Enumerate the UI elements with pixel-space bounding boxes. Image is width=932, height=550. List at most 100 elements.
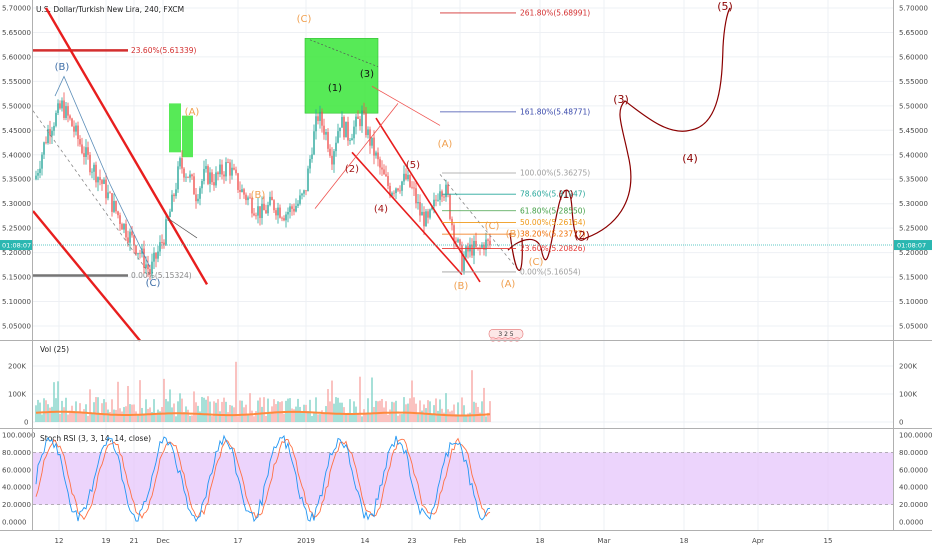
candle-body [301,193,303,196]
candle-body [439,191,441,200]
x-tick-label: 18 [680,537,689,545]
candle-body [427,211,429,218]
candle-body [115,200,117,212]
candle-body [285,214,287,221]
volume-bar [351,414,353,422]
volume-bar [489,401,491,422]
candle-body [397,188,399,191]
volume-bar [323,412,325,422]
volume-bar [187,409,189,422]
volume-bar [89,389,91,422]
volume-bar [237,416,239,422]
candle-body [423,211,425,227]
candle-body [89,154,91,173]
y-tick-label-right: 5.05000 [899,323,928,331]
candle-body [293,208,295,212]
fib-left-label: 0.00%(5.15324) [131,271,192,280]
volume-bar [225,401,227,422]
candle-body [373,137,375,156]
volume-bar [73,410,75,422]
candle-body [189,174,191,178]
volume-bar [41,414,43,422]
highlight-box [304,38,379,114]
stoch-d-line [35,437,491,521]
candle-body [345,121,347,138]
wave-labels: (B) (C) (A) (B) (C) (1) (3) (2) (4) (5) (A) (C) (B) (… [55,0,733,292]
candle-body [475,240,477,248]
volume-bar [341,402,343,422]
volume-bar [59,413,61,422]
volume-bar [97,397,99,422]
candle-body [39,168,41,173]
volume-bar [443,412,445,422]
volume-bar [269,413,271,422]
candle-body [259,206,261,219]
stoch-tick-left: 20.0000 [2,501,31,509]
volume-bar [91,412,93,422]
candle-body [81,144,83,154]
stoch-k-line [35,434,491,523]
volume-bar [209,401,211,422]
candle-body [459,239,461,246]
y-tick-label-right: 5.70000 [899,5,928,13]
candle-body [87,147,89,155]
chart-title: U.S. Dollar/Turkish New Lira, 240, FXCM [36,5,184,14]
volume-bar [227,412,229,422]
volume-bar [465,415,467,422]
volume-bar [107,409,109,422]
candle-body [49,129,51,136]
candle-body [207,166,209,184]
candle-body [391,192,393,196]
volume-bar [147,408,149,422]
volume-bar [485,416,487,422]
volume-bar [327,389,329,422]
volume-bar [133,404,135,422]
candle-body [143,248,145,268]
candle-body [307,168,309,192]
candle-body [455,240,457,242]
candle-body [257,206,259,216]
volume-bar [199,411,201,422]
candle-body [105,179,107,199]
volume-bar [171,407,173,422]
trendline [314,103,399,209]
candle-body [469,244,471,252]
candle-body [117,211,119,216]
candle-body [327,132,329,149]
fib-levels: 261.80%(5.68991) 161.80%(5.48771) 100.00%(… [440,8,590,276]
x-tick-label: 12 [55,537,64,545]
candle-body [245,194,247,201]
volume-bar [169,389,171,422]
volume-bar [271,406,273,422]
volume-bar [395,400,397,422]
volume-bar [457,402,459,422]
volume-bar [175,416,177,422]
candle-body [303,190,305,194]
volume-bar [437,410,439,422]
candle-body [385,174,387,177]
volume-bar [313,413,315,422]
candle-body [287,211,289,215]
volume-bar [309,399,311,422]
volume-bar [399,414,401,422]
volume-bar [229,405,231,422]
volume-bar [155,413,157,422]
candle-body [433,199,435,207]
current-price-tag-right [894,240,932,251]
wave-label: (C) [529,257,544,268]
volume-bar [183,412,185,422]
candle-body [453,225,455,241]
candle-body [161,242,163,243]
x-tick-label: Apr [752,537,764,545]
candle-body [325,132,327,135]
candle-body [131,231,133,236]
y-tick-label-right: 5.25000 [899,225,928,233]
volume-bar [371,377,373,422]
y-tick-label-left: 5.40000 [2,151,31,159]
candle-body [261,203,263,219]
stoch-tick-right: 60.0000 [899,466,928,474]
volume-bar [207,396,209,422]
volume-bar [81,411,83,422]
event-markers[interactable]: 3 2 5 [488,329,524,342]
